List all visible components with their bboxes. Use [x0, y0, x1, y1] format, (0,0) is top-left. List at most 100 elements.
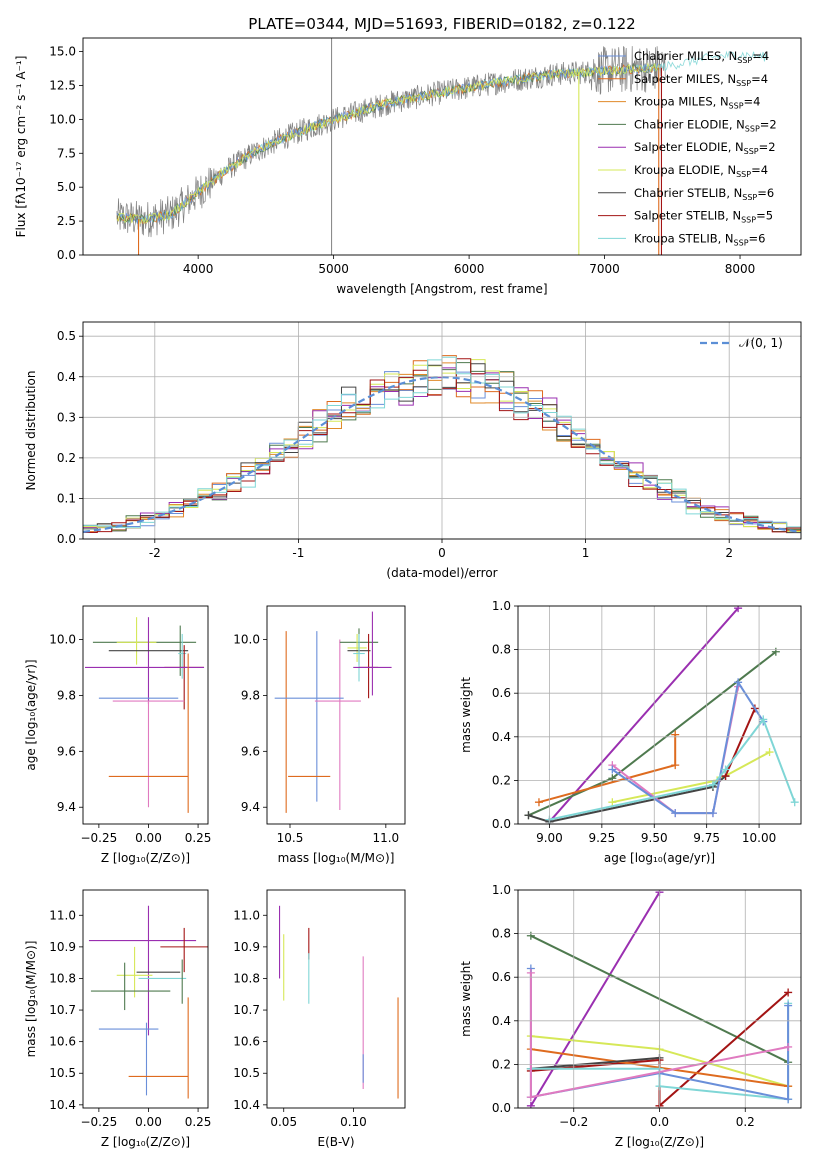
y-tick-label: 0.2 [57, 451, 76, 465]
y-tick-label: 10.4 [49, 1098, 76, 1112]
y-tick-label: 0.2 [492, 1057, 511, 1071]
panel-weight_vs_Z: −0.2 0.0 0.2 0.0 0.2 0.4 0.6 0.8 1.0 Z [log₁₀(Z/Z… [459, 883, 802, 1149]
y-tick-label: 10.7 [49, 1003, 76, 1017]
legend-item: Kroupa ELODIE, NSSP=4 [598, 163, 768, 179]
y-tick-label: 10.8 [49, 971, 76, 985]
x-tick-label: 5000 [318, 262, 349, 276]
x-tick-label: 0.2 [736, 1115, 755, 1129]
y-tick-label: 1.0 [492, 883, 511, 897]
x-axis-label: age [log₁₀(age/yr)] [604, 851, 715, 865]
x-tick-label: 10.5 [277, 831, 304, 845]
legend-label-suffix: =6 [749, 231, 766, 245]
y-tick-label: 9.8 [57, 688, 76, 702]
weight-marker [671, 761, 680, 770]
y-axis-label: mass weight [459, 677, 473, 753]
legend-label: Chabrier ELODIE, NSSP=2 [634, 117, 777, 133]
weight-marker [734, 606, 743, 613]
legend-label-suffix: =4 [751, 72, 768, 86]
y-tick-label: 0.0 [57, 248, 76, 262]
weight-marker [608, 774, 617, 783]
legend-label-suffix: =6 [757, 186, 774, 200]
model-spectrum [116, 63, 659, 224]
legend-label: Kroupa MILES, NSSP=4 [634, 95, 760, 111]
legend-label-main: Chabrier MILES, N [634, 49, 737, 63]
weight-marker [526, 968, 535, 977]
chart-title: PLATE=0344, MJD=51693, FIBERID=0182, z=0… [248, 15, 635, 33]
plot-area [88, 905, 208, 1099]
x-tick-label: 10.00 [742, 831, 776, 845]
x-tick-label: 0.0 [650, 1115, 669, 1129]
legend-label: Chabrier STELIB, NSSP=6 [634, 186, 774, 202]
y-axis-label: mass weight [459, 961, 473, 1037]
x-axis-label: wavelength [Angstrom, rest frame] [336, 282, 547, 296]
legend-item: Chabrier STELIB, NSSP=6 [598, 186, 774, 202]
model-spectrum [116, 62, 660, 225]
weight-marker [784, 1001, 793, 1010]
legend-label-sub: SSP [742, 193, 757, 202]
x-tick-label: 8000 [725, 262, 756, 276]
weight-marker [765, 748, 774, 757]
x-tick-label: -1 [292, 546, 304, 560]
y-tick-label: 15.0 [49, 45, 76, 59]
legend-label-main: Salpeter MILES, N [634, 72, 736, 86]
y-tick-label: 10.5 [233, 1066, 260, 1080]
y-tick-label: 0.3 [57, 410, 76, 424]
legend-label-sub: SSP [736, 79, 751, 88]
x-axis-label: Z [log₁₀(Z/Z⊙)] [101, 851, 190, 865]
weight-marker [790, 798, 799, 807]
legend-label: Chabrier MILES, NSSP=4 [634, 49, 769, 65]
panel-spectrum: PLATE=0344, MJD=51693, FIBERID=0182, z=0… [14, 15, 802, 296]
legend-label: Salpeter MILES, NSSP=4 [634, 72, 768, 88]
y-tick-label: 1.0 [492, 599, 511, 613]
y-tick-label: 9.6 [57, 744, 76, 758]
legend-item: Chabrier MILES, NSSP=4 [598, 49, 769, 65]
y-tick-label: 11.0 [233, 908, 260, 922]
observed-spectrum [116, 45, 666, 238]
legend-label: Salpeter ELODIE, NSSP=2 [634, 140, 776, 156]
x-tick-label: 9.25 [588, 831, 615, 845]
x-tick-label: 0.05 [270, 1115, 297, 1129]
legend-label-suffix: =4 [744, 95, 761, 109]
y-tick-label: 0.6 [492, 686, 511, 700]
plot-area [524, 606, 799, 824]
x-tick-label: 4000 [183, 262, 214, 276]
x-tick-label: 0.25 [185, 1115, 212, 1129]
weight-marker [784, 988, 793, 997]
x-axis-label: Z [log₁₀(Z/Z⊙)] [615, 1135, 704, 1149]
weight-series-line [530, 891, 661, 1107]
y-tick-label: 0.4 [492, 730, 511, 744]
x-tick-label: 2 [725, 546, 733, 560]
legend-label: Kroupa STELIB, NSSP=6 [634, 231, 765, 247]
legend-label-main: Salpeter ELODIE, N [634, 140, 744, 154]
weight-marker [671, 809, 680, 818]
x-axis-label: Z [log₁₀(Z/Z⊙)] [101, 1135, 190, 1149]
plot-area [278, 905, 399, 1099]
plot-frame [82, 889, 209, 1109]
weight-marker [526, 1093, 535, 1102]
weight-marker [784, 1042, 793, 1051]
legend-item: Kroupa STELIB, NSSP=6 [598, 231, 765, 247]
weight-marker [784, 1095, 793, 1104]
weight-marker [524, 811, 533, 820]
legend-label-sub: SSP [729, 102, 744, 111]
weight-marker [608, 798, 617, 807]
legend-label-sub: SSP [736, 170, 751, 179]
y-axis-label: Normed distribution [24, 371, 38, 491]
legend-label-main: Chabrier STELIB, N [634, 186, 742, 200]
y-tick-label: 10.9 [49, 940, 76, 954]
legend-label-suffix: =2 [759, 140, 776, 154]
plot-frame [517, 605, 802, 825]
panel-residuals: -2 -1 0 1 2 0.0 0.1 0.2 0.3 0.4 0.5 (data-model)/er… [24, 321, 802, 580]
y-tick-label: 12.5 [49, 78, 76, 92]
legend-item: Salpeter MILES, NSSP=4 [598, 72, 768, 88]
legend-label-sub: SSP [734, 238, 749, 247]
legend-label-suffix: =5 [756, 209, 773, 223]
y-tick-label: 10.5 [49, 1066, 76, 1080]
panel-weight_vs_age: 9.00 9.25 9.50 9.75 10.00 0.0 0.2 0.4 0.6 0.8 1.0 a… [459, 599, 802, 865]
legend-label-main: Salpeter STELIB, N [634, 209, 741, 223]
y-tick-label: 0.0 [57, 532, 76, 546]
x-tick-label: -2 [149, 546, 161, 560]
plot-area [84, 617, 205, 813]
legend-label-main: Chabrier ELODIE, N [634, 117, 745, 131]
weight-marker [708, 780, 717, 789]
